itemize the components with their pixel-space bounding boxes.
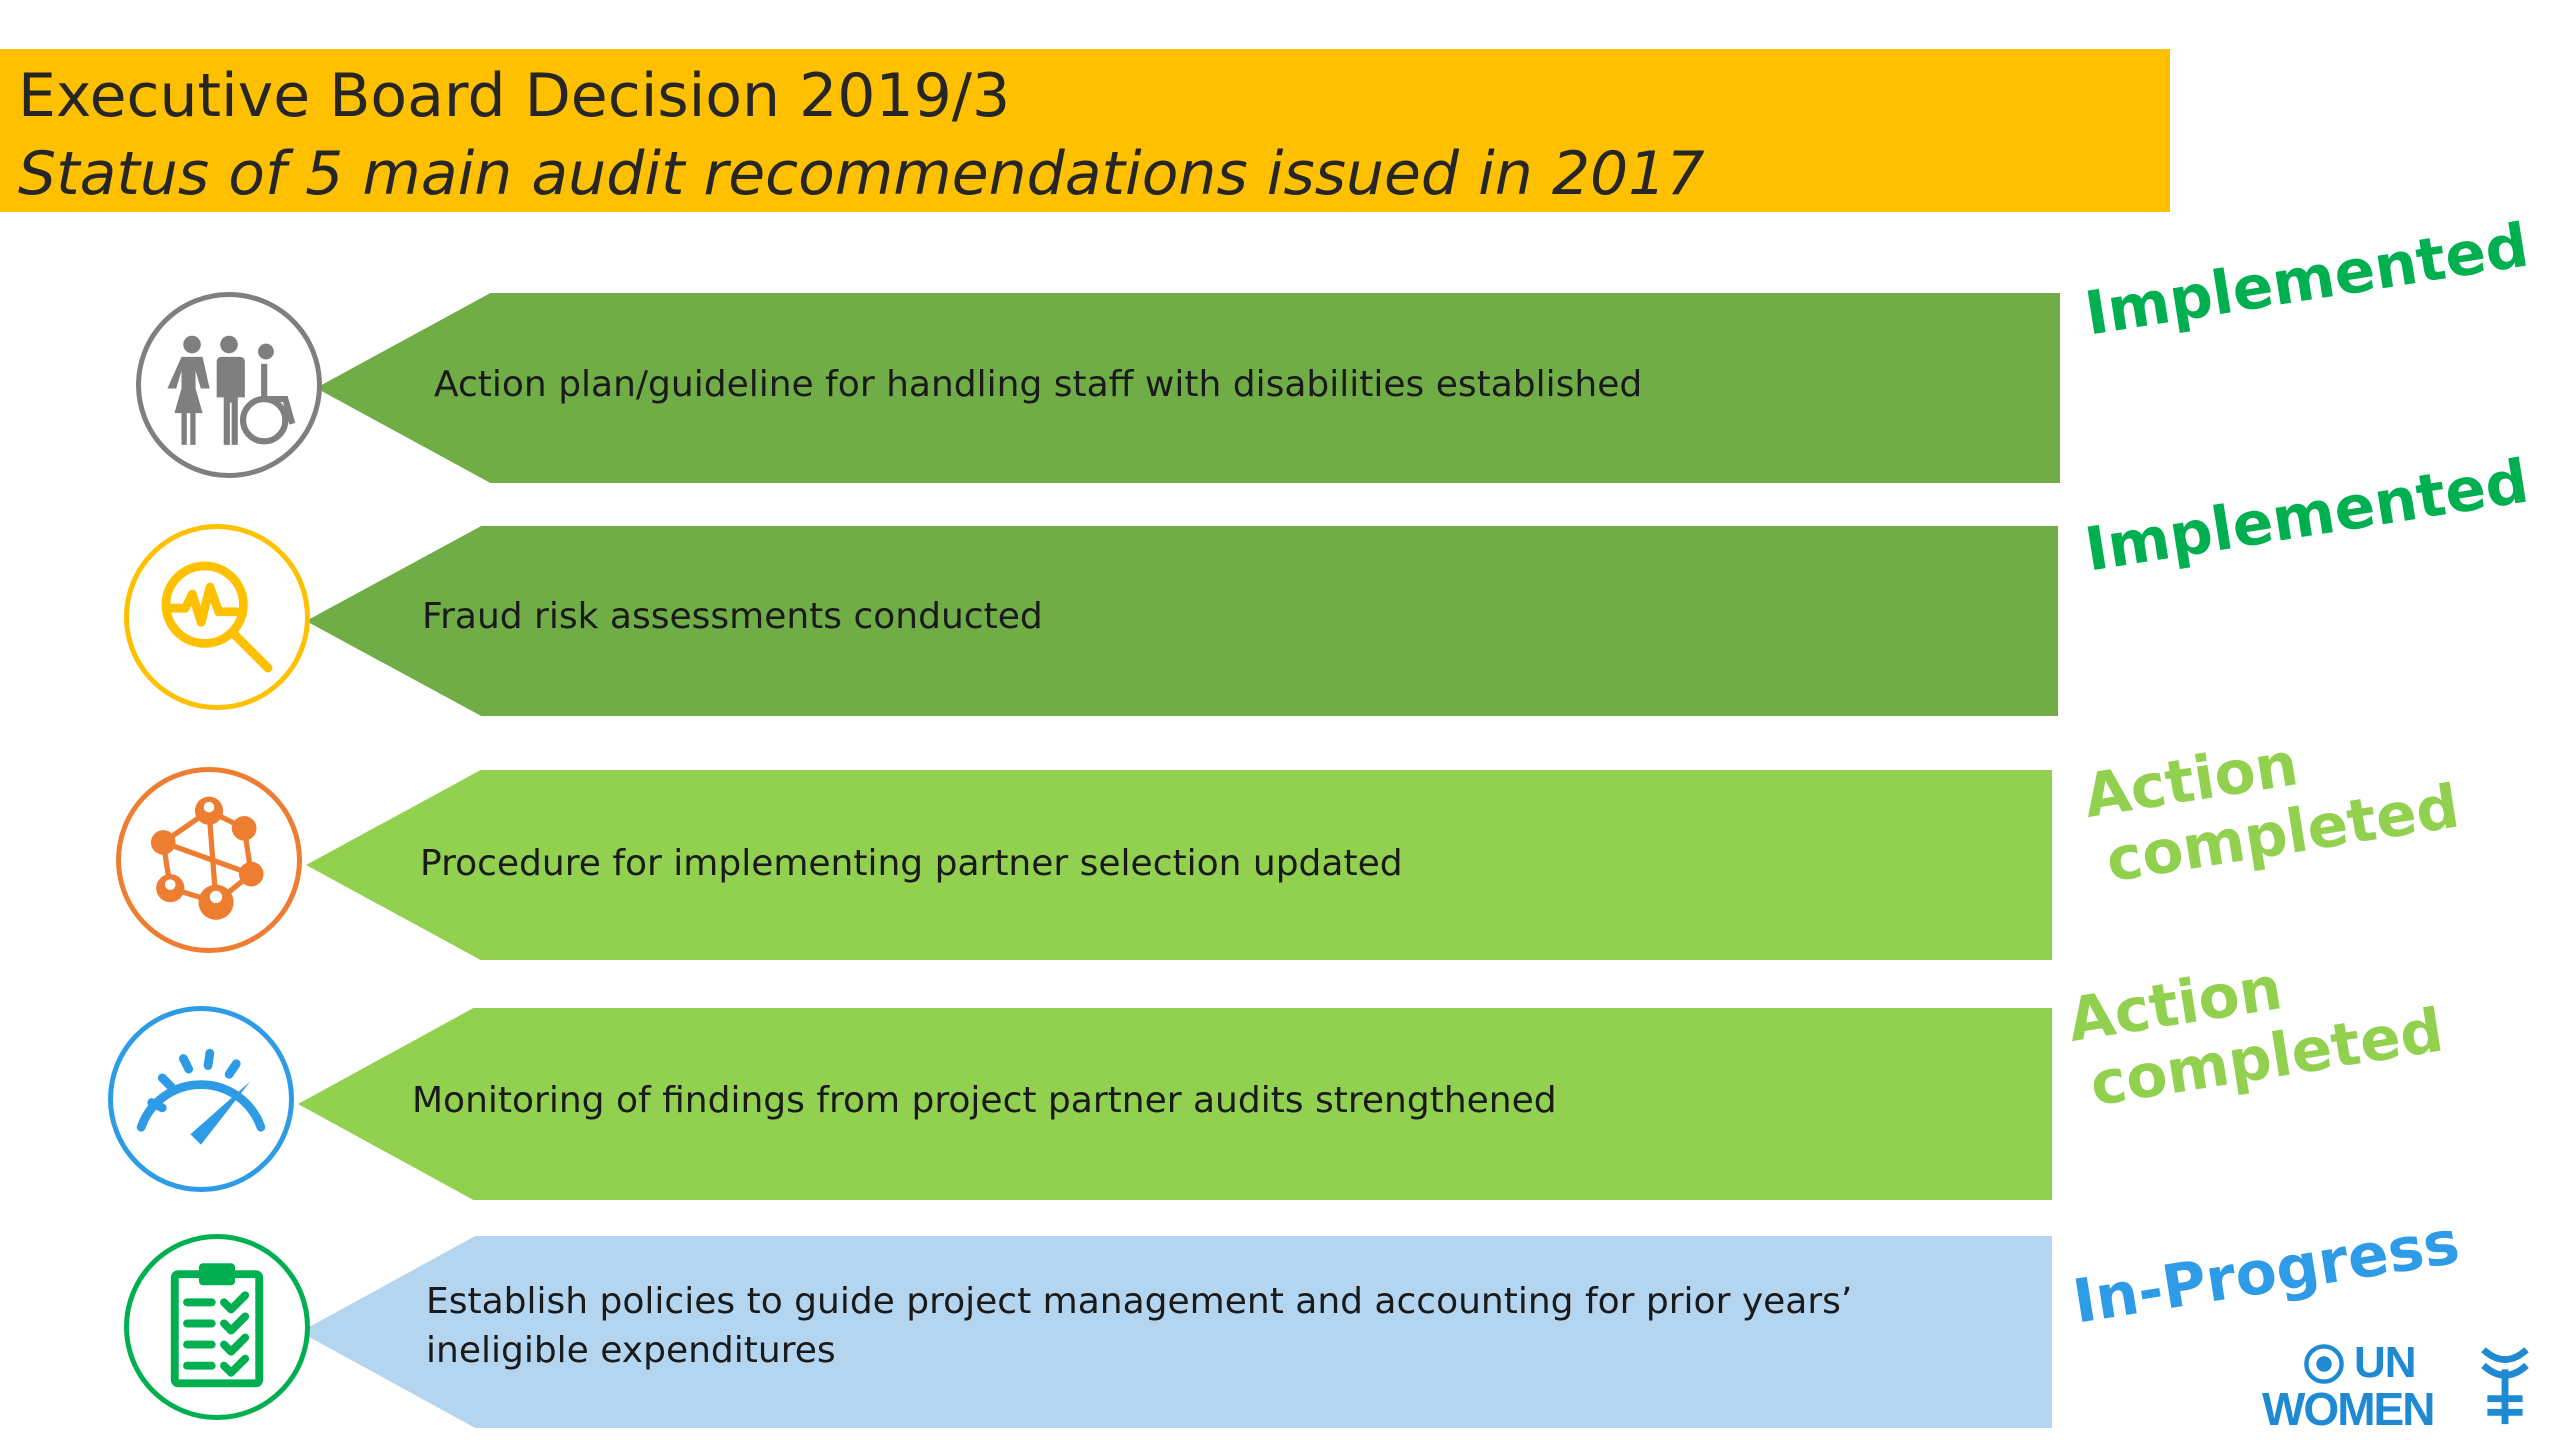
title-banner: Executive Board Decision 2019/3 Status o… [0,49,2170,212]
status-label-5: In-Progress [2068,1207,2464,1338]
slide-title: Executive Board Decision 2019/3 [18,61,1011,131]
magnifier-pulse-icon [124,524,310,710]
un-emblem-icon [2304,1344,2344,1384]
recommendation-text-2: Fraud risk assessments conducted [422,596,1043,637]
logo-un-text: UN [2354,1338,2417,1387]
recommendation-text-1: Action plan/guideline for handling staff… [434,364,1643,405]
status-line1: In-Progress [2068,1207,2464,1338]
recommendation-text-3: Procedure for implementing partner selec… [420,843,1403,884]
speedometer-icon [108,1006,294,1192]
recommendation-arrow-5 [300,1236,2052,1428]
status-label-2: Implemented [2080,446,2534,586]
status-line1: Implemented [2080,210,2534,350]
recommendation-arrow-3 [306,770,2052,960]
recommendation-arrow-2 [306,526,2058,716]
recommendation-text-5: Establish policies to guide project mana… [426,1281,1853,1371]
recommendation-text-4: Monitoring of findings from project part… [412,1080,1557,1121]
people-disability-icon [136,292,322,478]
network-people-icon [116,767,302,953]
recommendation-arrow-1 [316,293,2060,483]
status-line1: Implemented [2080,446,2534,586]
recommendation-arrow-4 [298,1008,2052,1200]
logo-women-text: WOMEN [2262,1383,2435,1435]
status-label-3: Action completed [2079,707,2464,897]
un-women-logo: UN WOMEN [2262,1338,2542,1435]
status-label-1: Implemented [2080,210,2534,350]
women-symbol-icon [2481,1347,2529,1425]
slide-subtitle: Status of 5 main audit recommendations i… [18,139,1705,209]
checklist-icon [124,1234,310,1420]
status-label-4: Action completed [2063,931,2448,1121]
